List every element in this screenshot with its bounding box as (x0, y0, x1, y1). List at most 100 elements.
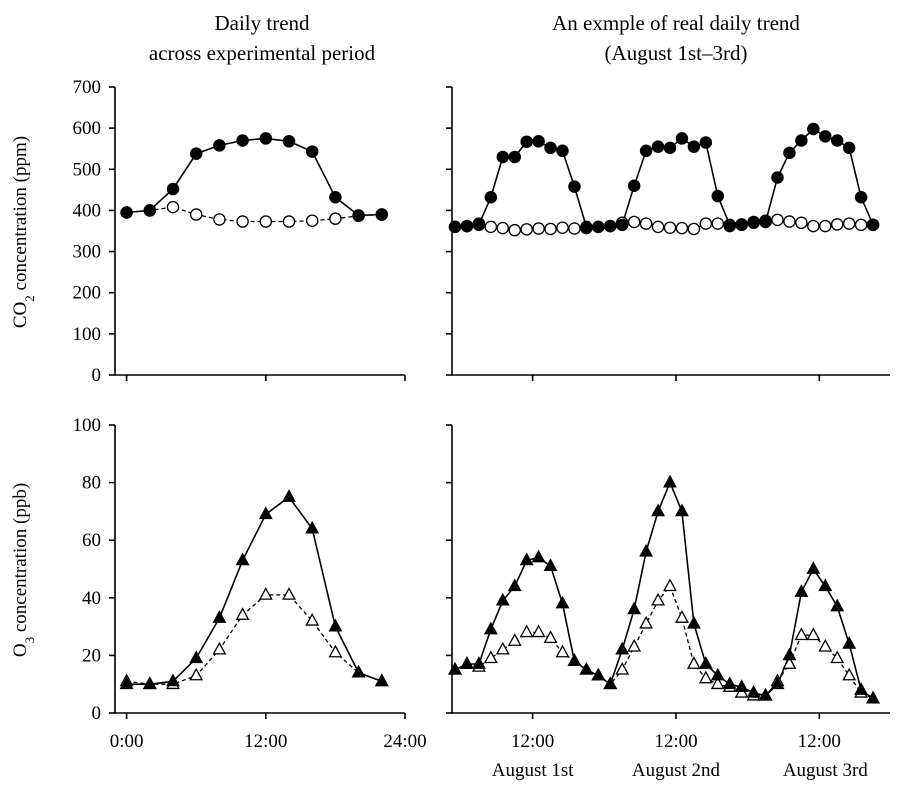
co2-real-elevated-point (687, 140, 701, 153)
o3-real-elevated-point (710, 667, 725, 681)
o3-real-ambient-point (615, 661, 630, 675)
o3-daily-elevated-point (305, 520, 320, 534)
co2-real-elevated-point (759, 215, 772, 229)
co2-real-ambient-point (508, 223, 521, 237)
co2-real-ambient-point (830, 218, 844, 231)
o3-daily-elevated-point (212, 610, 227, 623)
co2-real-elevated-point (592, 220, 605, 234)
o3-real-elevated-point (627, 601, 642, 615)
o3-real-elevated-point (579, 661, 594, 675)
co2-daily-ytick-label: 700 (73, 77, 102, 98)
o3-real-ambient-point (710, 676, 725, 690)
o3-real-elevated-point (770, 676, 785, 690)
o3-real-ambient-point (806, 627, 821, 641)
o3-daily-ambient-point (235, 607, 250, 620)
co2-real-elevated-point (627, 179, 641, 192)
co2-real-elevated-point (866, 218, 880, 232)
co2-daily-ambient-point (305, 214, 319, 227)
co2-real-ambient-point (842, 217, 856, 230)
o3-daily-xtick-label: 12:00 (244, 731, 287, 752)
co2-daily-ytick-label: 400 (73, 200, 102, 221)
o3-daily-ytick-label: 40 (82, 588, 101, 609)
co2-daily-ytick-label: 500 (73, 159, 102, 180)
o3-real-elevated-point (866, 690, 881, 704)
co2-real-elevated-point (771, 171, 784, 184)
co2-real-elevated-point (663, 141, 677, 155)
o3-real-elevated-point (543, 558, 558, 571)
o3-real-elevated-point (734, 679, 749, 692)
panel-o3-real: 12:00 August 1st 12:00 August 2nd 12:00 Augus… (446, 424, 890, 781)
co2-real-elevated-point (819, 130, 832, 143)
o3-daily-ambient-point (282, 587, 296, 600)
co2-real-elevated-point (651, 140, 665, 153)
o3-y-axis-label: O3 concentration (ppb) (10, 483, 37, 657)
o3-daily-ambient-point (258, 587, 273, 600)
co2-real-elevated-point (508, 150, 521, 164)
o3-real-ambient-point (794, 627, 809, 641)
o3-real-ambient-point (818, 638, 833, 652)
o3-real-elevated-point (722, 676, 737, 690)
co2-real-ambient-point (663, 221, 677, 234)
co2-real-ambient-point (854, 218, 868, 232)
o3-daily-elevated-point (142, 676, 157, 690)
o3-real-ambient-point (519, 624, 534, 638)
o3-real-elevated-point (483, 621, 498, 635)
co2-real-elevated-point (556, 144, 569, 158)
co2-real-elevated-point (544, 141, 557, 155)
o3-real-ambient-point (842, 667, 857, 681)
co2-real-ambient-point (807, 219, 820, 233)
co2-real-elevated-point (496, 150, 510, 164)
o3-real-elevated-point (519, 552, 534, 566)
o3-real-ambient-point (782, 656, 797, 669)
co2-daily-elevated-point (375, 208, 389, 221)
o3-real-elevated-point (615, 641, 630, 655)
o3-real-date-label: August 1st (492, 760, 575, 781)
co2-label-suffix: concentration (ppm) (10, 136, 31, 295)
o3-daily-elevated-point (351, 664, 366, 678)
co2-daily-ambient-point (329, 212, 342, 225)
co2-daily-elevated-point (120, 206, 133, 219)
co2-daily-elevated-point (213, 139, 226, 152)
o3-daily-ytick-label: 20 (82, 645, 101, 666)
o3-daily-ytick-label: 80 (82, 473, 101, 494)
right-title-line1: An exmple of real daily trend (552, 11, 800, 35)
co2-real-ambient-point (819, 219, 832, 233)
o3-real-elevated-point (567, 653, 582, 667)
o3-label-prefix: O (10, 643, 31, 657)
co2-real-elevated-point (580, 220, 593, 234)
o3-real-elevated-point (448, 661, 462, 675)
o3-real-elevated-point (830, 598, 845, 612)
co2-daily-ytick-label: 200 (73, 283, 102, 304)
co2-real-elevated-line (454, 127, 874, 228)
panel-co2-real (446, 86, 890, 381)
o3-real-elevated-point (686, 615, 701, 629)
o3-label-suffix: concentration (ppb) (10, 483, 31, 637)
o3-real-elevated-point (746, 684, 761, 698)
o3-real-ambient-point (543, 630, 558, 643)
co2-daily-ytick-label: 100 (73, 324, 102, 345)
co2-real-elevated-point (639, 144, 653, 158)
o3-real-elevated-point (806, 561, 821, 574)
co2-daily-axes (114, 87, 405, 376)
co2-label-prefix: CO (10, 302, 31, 328)
co2-daily-ambient-point (189, 208, 203, 221)
o3-real-xtick-label: 12:00 (654, 731, 697, 752)
o3-label-sub: 3 (22, 637, 37, 644)
o3-daily-elevated-point (258, 506, 273, 520)
o3-daily-ambient-point (189, 667, 204, 681)
co2-real-ambient-point (532, 222, 545, 235)
o3-real-ambient-point (495, 641, 510, 655)
o3-daily-ytick-label: 100 (73, 415, 102, 436)
o3-real-ambient-point (639, 615, 654, 629)
o3-real-elevated-point (471, 656, 486, 669)
o3-daily-ambient-point (328, 644, 343, 658)
o3-real-ambient-point (686, 656, 701, 669)
o3-daily-axes (114, 425, 405, 714)
co2-real-ambient-point (639, 217, 653, 230)
o3-real-elevated-point (555, 595, 570, 609)
o3-real-elevated-point (674, 503, 689, 517)
co2-real-ambient-point (687, 222, 701, 236)
o3-real-ambient-point (830, 650, 845, 664)
co2-real-ambient-point (484, 220, 498, 234)
